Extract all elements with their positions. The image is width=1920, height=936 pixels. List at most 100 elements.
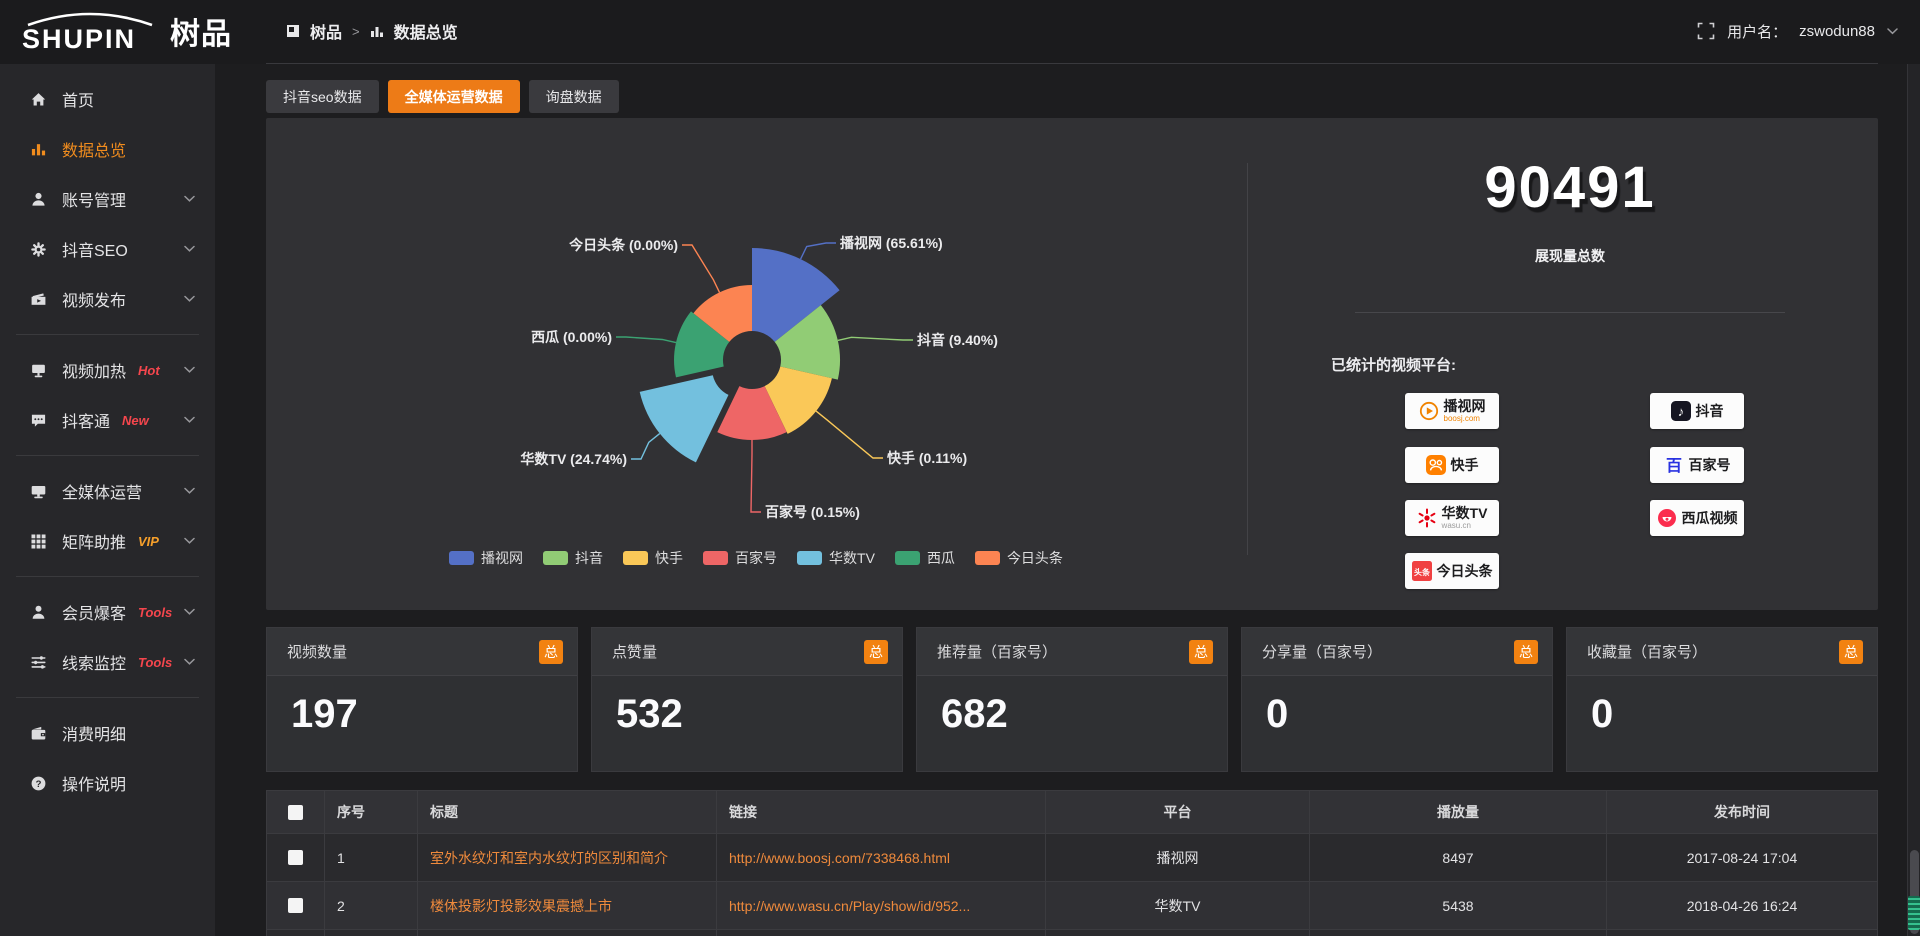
pie-slice-3[interactable] [717,386,787,441]
member-icon [30,604,47,621]
sidebar-item-12[interactable]: ? 操作说明 [0,758,215,808]
logo-text-cn: 树品 [170,18,232,51]
legend-label: 播视网 [481,550,524,566]
breadcrumb-root[interactable]: 树品 [310,25,343,42]
legend-swatch [449,551,475,565]
cell-link[interactable] [717,930,1046,936]
stat-card-total-badge[interactable]: 总 [1514,639,1538,664]
cell-plays: 5438 [1310,882,1607,930]
legend-item[interactable]: 抖音 [543,548,603,568]
row-checkbox[interactable] [288,898,303,913]
tab-2[interactable]: 询盘数据 [528,80,619,113]
legend-item[interactable]: 百家号 [703,548,777,568]
header-divider [266,63,1878,64]
stat-card-value: 0 [1591,692,1614,736]
stat-card-total-badge[interactable]: 总 [864,639,888,664]
fullscreen-icon[interactable] [1697,22,1715,40]
platform-name: 今日头条 [1436,563,1493,579]
sidebar-item-2[interactable]: 账号管理 [0,174,215,224]
select-all-checkbox[interactable] [288,804,303,820]
pie-label-line [750,440,761,513]
sidebar-item-4[interactable]: 视频发布 [0,274,215,324]
chevron-down-icon [184,295,195,303]
user-chevron-down-icon[interactable] [1887,27,1898,35]
cell-title[interactable] [418,930,717,936]
platform-sub: boosj.com [1443,414,1480,423]
platform-badge-toutiao[interactable]: 头条 今日头条 [1405,553,1499,589]
username-value[interactable]: zswodun88 [1799,22,1875,40]
sidebar: 首页 数据总览 账号管理 抖音SEO 视频发布视频加热 Hot 抖客通 New 全媒体运营 矩阵助… [0,64,215,936]
table-header-cell: 平台 [1046,790,1310,834]
cell-time [1607,930,1878,936]
chevron-down-icon [184,537,195,545]
tab-1[interactable]: 全媒体运营数据 [387,80,520,113]
stat-card-header: 分享量（百家号） 总 [1242,628,1552,676]
legend-item[interactable]: 今日头条 [974,548,1063,568]
stat-card-value: 532 [616,692,683,736]
legend-label: 华数TV [829,550,875,566]
scrollbar-track[interactable] [1907,64,1920,936]
scrollbar-thumb[interactable] [1910,850,1919,934]
stat-card-total-badge[interactable]: 总 [1189,639,1213,664]
platform-name: 西瓜视频 [1681,510,1738,526]
sidebar-item-0[interactable]: 首页 [0,74,215,124]
stat-card-4: 收藏量（百家号） 总 0 [1566,627,1878,772]
stat-card-header: 收藏量（百家号） 总 [1567,628,1877,676]
panel-vertical-divider [1247,163,1248,555]
sidebar-divider [16,697,199,698]
pie-slice-0[interactable] [752,248,840,342]
legend-label: 西瓜 [926,550,955,566]
pie-slice-5[interactable] [674,311,730,378]
sidebar-item-8[interactable]: 矩阵助推 VIP [0,516,215,566]
pie-label-line [837,336,913,342]
xigua-logo-icon [1657,508,1677,528]
user-icon [30,191,47,208]
platform-badge-baijiahao[interactable]: 百百家号 [1650,447,1744,483]
pie-slice-6[interactable] [693,285,752,342]
cell-platform: 华数TV [1046,882,1310,930]
sidebar-item-3[interactable]: 抖音SEO [0,224,215,274]
sidebar-item-7[interactable]: 全媒体运营 [0,466,215,516]
sidebar-item-9[interactable]: 会员爆客 Tools [0,587,215,637]
breadcrumb-root-icon [286,24,300,38]
platform-badge-text: 百家号 [1689,458,1731,472]
stat-card-total-badge[interactable]: 总 [1839,639,1863,664]
breadcrumb-current[interactable]: 数据总览 [393,25,458,42]
legend-swatch [974,551,1000,565]
pie-slice-4[interactable] [639,375,729,463]
legend-item[interactable]: 播视网 [449,548,523,568]
row-checkbox[interactable] [288,850,303,865]
pie-label-line [799,242,836,260]
cell-link[interactable]: http://www.wasu.cn/Play/show/id/952... [717,882,1046,930]
platform-badge-kuaishou[interactable]: 快手 [1405,447,1499,483]
platform-badge-boosj[interactable]: 播视网 boosj.com [1405,393,1499,429]
legend-item[interactable]: 华数TV [797,548,875,568]
cell-title[interactable]: 室外水纹灯和室内水纹灯的区别和简介 [418,834,717,882]
kuaishou-logo-icon [1425,455,1446,475]
sidebar-item-1[interactable]: 数据总览 [0,124,215,174]
platform-badge-text: 华数TV wasu.cn [1442,506,1488,530]
help-icon: ? [30,775,47,792]
sidebar-item-5[interactable]: 视频加热 Hot [0,345,215,395]
legend-item[interactable]: 西瓜 [894,548,955,568]
cell-title[interactable]: 楼体投影灯投影效果震撼上市 [418,882,717,930]
cell-link[interactable]: http://www.boosj.com/7338468.html [717,834,1046,882]
sidebar-item-10[interactable]: 线索监控 Tools [0,637,215,687]
cell-no [325,930,418,936]
cell-no: 2 [325,882,418,930]
video-table: 序号 标题 链接 平台 播放量 发布时间 1 室外水纹灯和室内水纹灯的区别和简介 http://… [266,790,1878,936]
tab-0[interactable]: 抖音seo数据 [266,80,379,113]
stat-card-total-badge[interactable]: 总 [539,639,563,664]
platform-badge-xigua[interactable]: 西瓜视频 [1650,500,1744,536]
platform-badge-douyin[interactable]: ♪ 抖音 [1650,393,1744,429]
sidebar-item-11[interactable]: 消费明细 [0,708,215,758]
sidebar-item-6[interactable]: 抖客通 New [0,395,215,445]
platform-badge-wasu[interactable]: 华数TV wasu.cn [1405,500,1499,536]
sidebar-divider [16,455,199,456]
stat-card-label: 收藏量（百家号） [1587,644,1708,661]
platforms-title: 已统计的视频平台: [1331,357,1456,374]
cell-plays: 8497 [1310,834,1607,882]
legend-item[interactable]: 快手 [623,548,683,568]
pie-slice-2[interactable] [764,366,832,434]
pie-slice-1[interactable] [774,305,841,380]
